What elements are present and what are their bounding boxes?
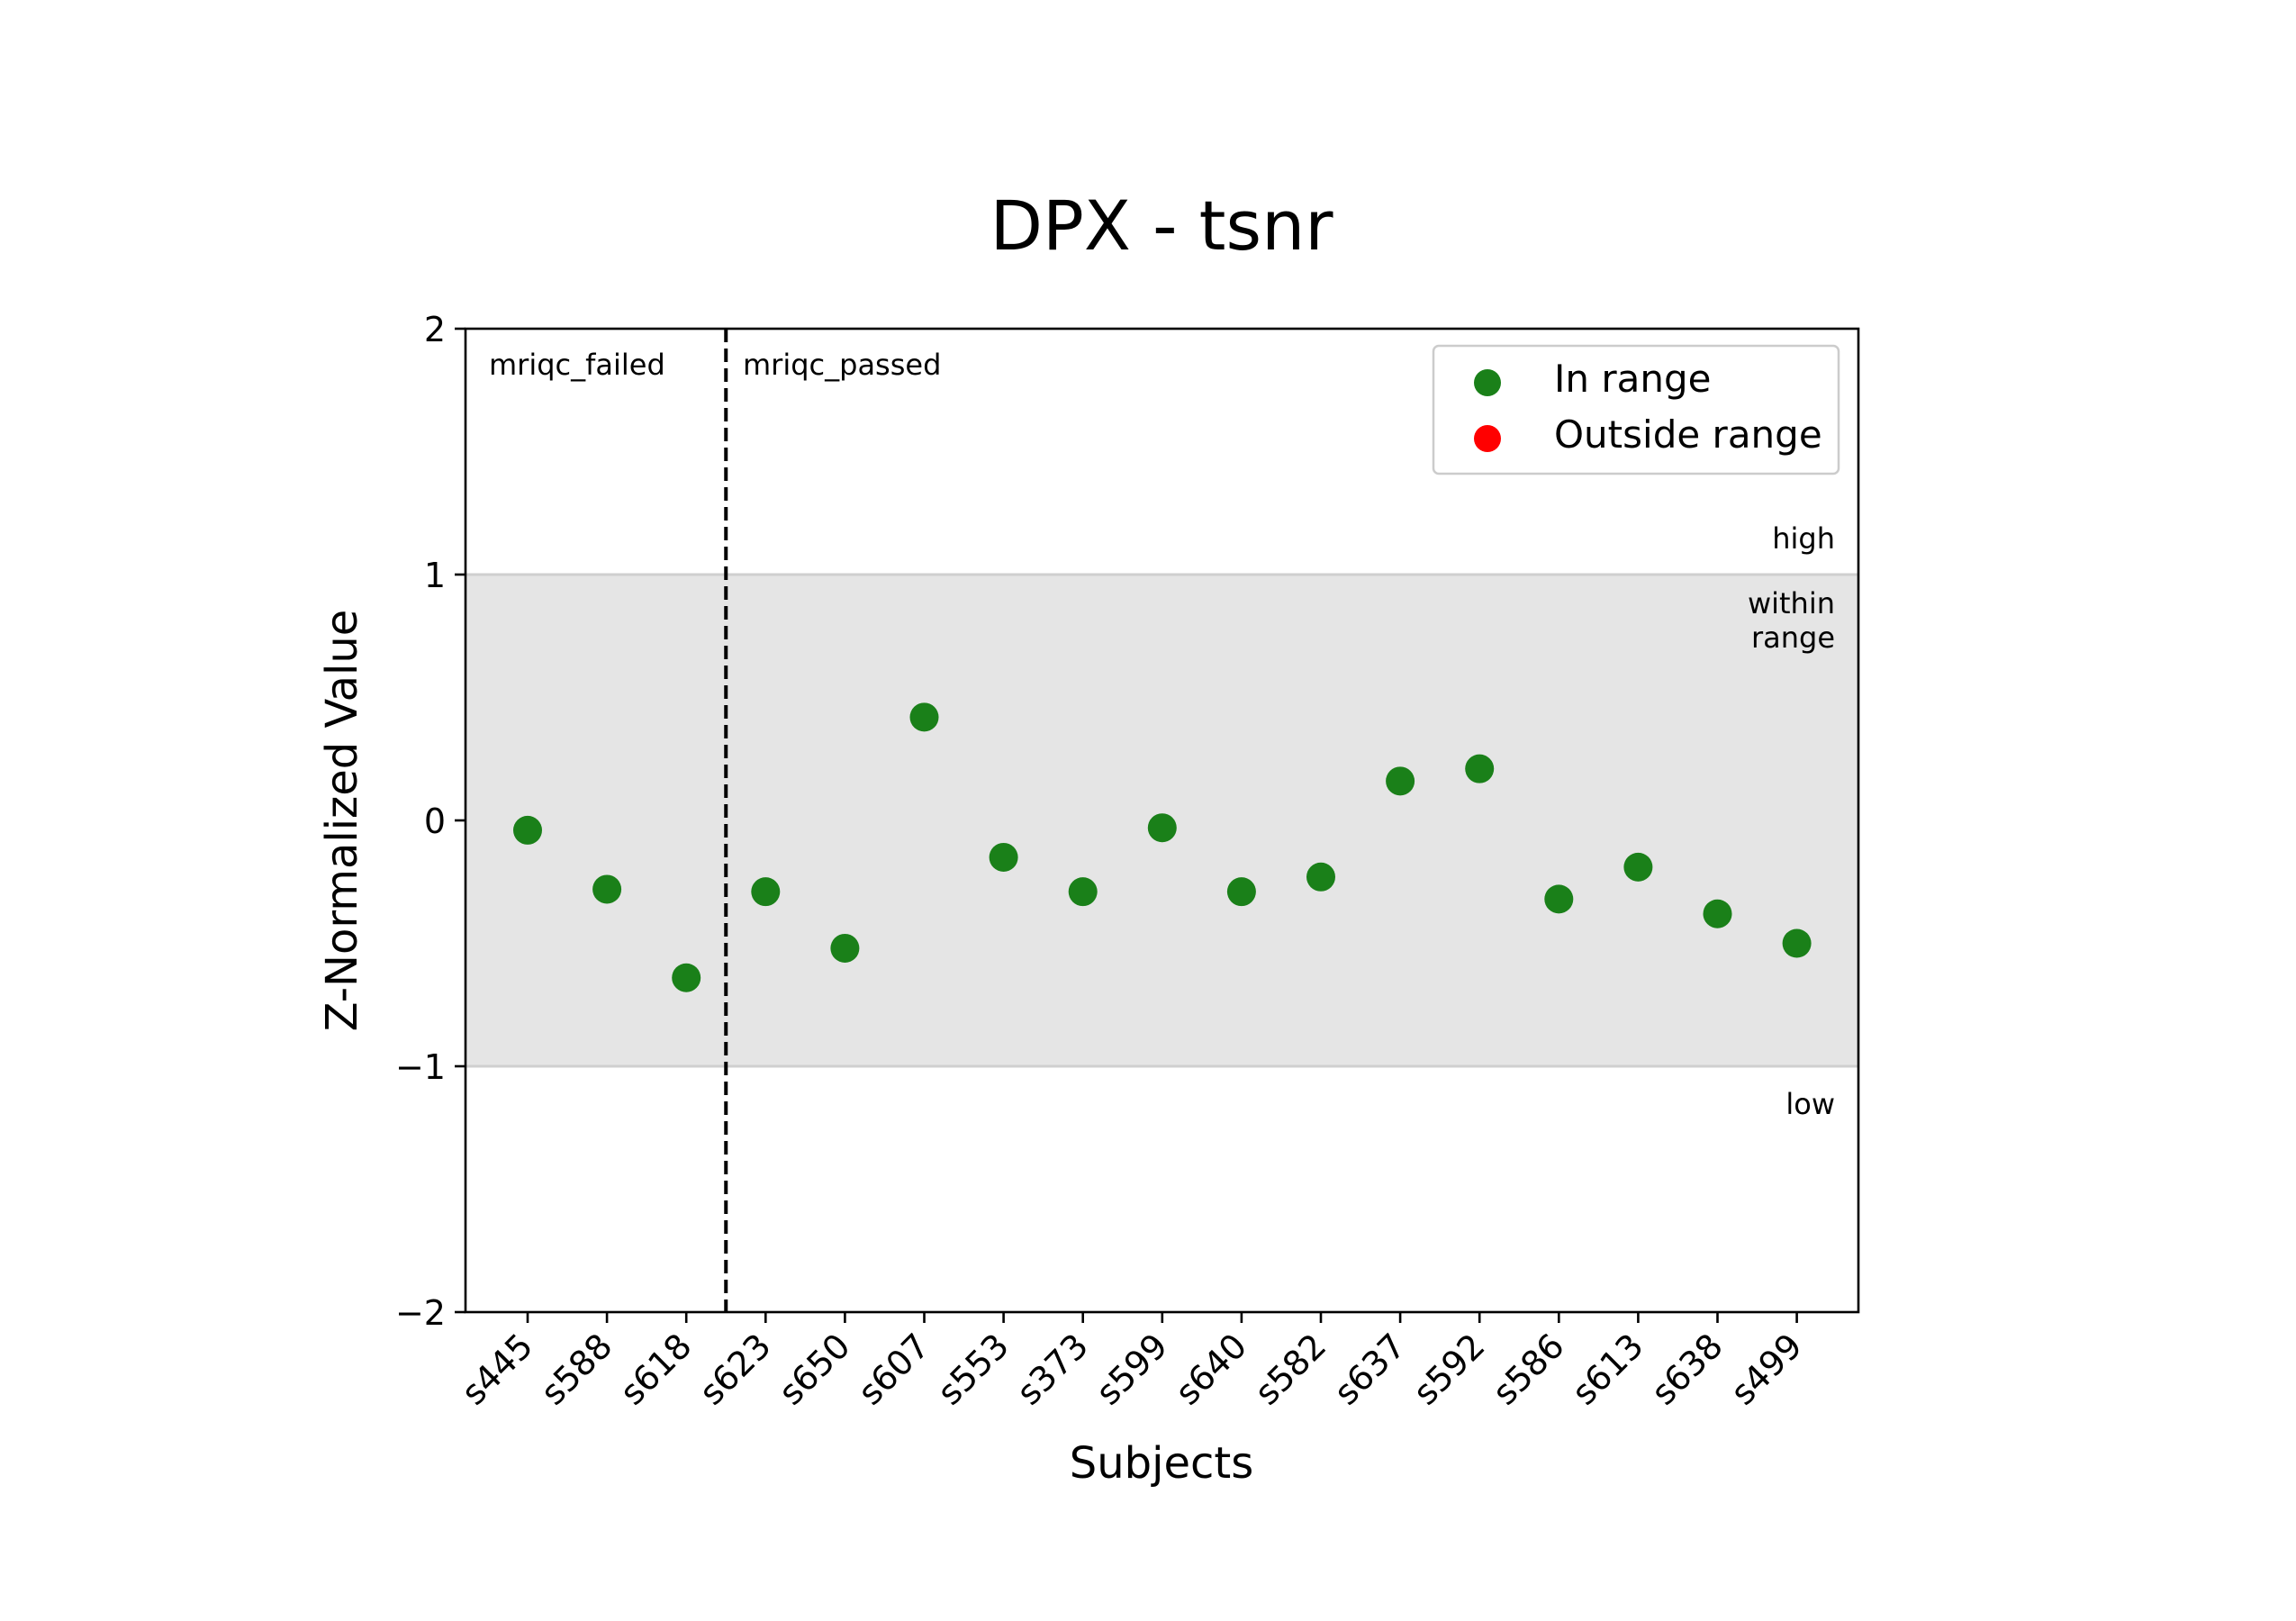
x-tick-label: s613 bbox=[1564, 1326, 1650, 1412]
x-tick-label: s586 bbox=[1485, 1326, 1571, 1412]
x-tick-label: s373 bbox=[1009, 1326, 1096, 1412]
band-label-within: within bbox=[1748, 586, 1835, 620]
x-tick-label: s623 bbox=[692, 1326, 778, 1412]
legend: In range Outside range bbox=[1432, 344, 1840, 475]
x-tick-label: s588 bbox=[533, 1326, 619, 1412]
x-tick-label: s637 bbox=[1326, 1326, 1413, 1412]
x-tick-label: s638 bbox=[1643, 1326, 1730, 1412]
y-axis-label: Z-Normalized Value bbox=[317, 610, 367, 1032]
y-tick-label: −2 bbox=[395, 1293, 446, 1333]
x-axis: s445s588s618s623s650s607s553s373s599s640… bbox=[454, 1312, 1810, 1413]
band-label-range: range bbox=[1751, 620, 1835, 655]
data-point-s607 bbox=[909, 702, 939, 732]
x-tick-label: s599 bbox=[1089, 1326, 1175, 1412]
x-tick-label: s592 bbox=[1406, 1326, 1492, 1412]
data-point-s588 bbox=[592, 874, 622, 904]
x-tick-label: s445 bbox=[454, 1326, 540, 1412]
y-tick-label: 1 bbox=[424, 556, 446, 595]
data-point-s640 bbox=[1226, 877, 1256, 907]
legend-label-in-range: In range bbox=[1554, 357, 1711, 401]
x-tick-label: s553 bbox=[930, 1326, 1017, 1412]
data-point-s592 bbox=[1465, 754, 1495, 783]
data-points bbox=[513, 702, 1812, 992]
data-point-s599 bbox=[1147, 813, 1177, 843]
data-point-s445 bbox=[513, 815, 542, 845]
band-label-high: high bbox=[1772, 521, 1835, 556]
legend-marker-in-range bbox=[1474, 369, 1501, 396]
band-label-low: low bbox=[1785, 1087, 1835, 1121]
data-point-s499 bbox=[1782, 928, 1812, 958]
data-point-s623 bbox=[751, 877, 781, 907]
group-label-passed: mriqc_passed bbox=[743, 348, 941, 382]
group-label-failed: mriqc_failed bbox=[489, 348, 665, 382]
y-tick-label: 2 bbox=[424, 310, 446, 349]
x-tick-label: s607 bbox=[850, 1326, 936, 1412]
x-tick-label: s582 bbox=[1247, 1326, 1333, 1412]
data-point-s637 bbox=[1386, 766, 1415, 796]
x-axis-label: Subjects bbox=[1070, 1438, 1253, 1489]
y-tick-label: −1 bbox=[395, 1047, 446, 1087]
data-point-s638 bbox=[1703, 899, 1732, 928]
x-tick-label: s650 bbox=[771, 1326, 857, 1412]
data-point-s586 bbox=[1544, 884, 1574, 914]
y-axis: −2 −1 0 1 2 bbox=[395, 310, 466, 1333]
x-tick-label: s618 bbox=[612, 1326, 699, 1412]
data-point-s618 bbox=[672, 963, 701, 992]
data-point-s582 bbox=[1306, 862, 1335, 892]
data-point-s613 bbox=[1623, 852, 1653, 882]
x-tick-label: s499 bbox=[1723, 1326, 1810, 1412]
legend-marker-outside-range bbox=[1474, 425, 1501, 452]
data-point-s650 bbox=[830, 933, 860, 963]
data-point-s553 bbox=[989, 842, 1018, 872]
legend-box bbox=[1432, 344, 1840, 475]
x-tick-label: s640 bbox=[1168, 1326, 1254, 1412]
data-point-s373 bbox=[1068, 877, 1098, 907]
y-tick-label: 0 bbox=[424, 801, 446, 841]
chart-title: DPX - tsnr bbox=[990, 186, 1334, 266]
legend-label-outside-range: Outside range bbox=[1554, 412, 1822, 457]
